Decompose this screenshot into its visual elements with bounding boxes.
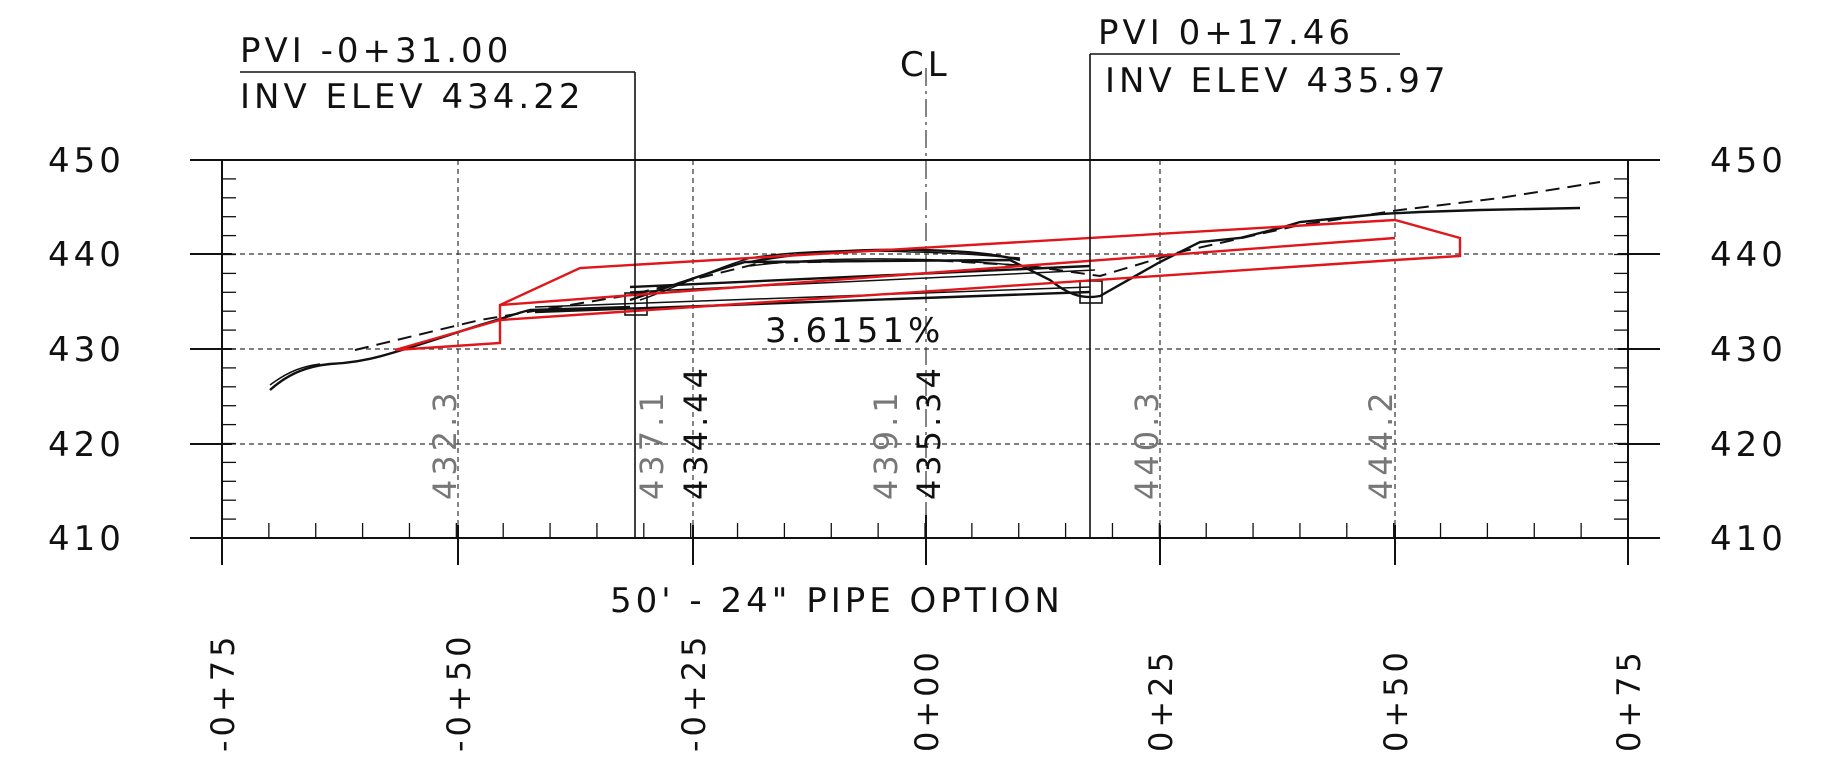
elevation-label: 430 — [1710, 330, 1787, 370]
elevation-label: 440 — [1710, 235, 1787, 275]
elevation-minor-ticks — [222, 178, 1628, 520]
existing-ground-line — [269, 305, 631, 391]
elevation-label: 450 — [1710, 141, 1787, 181]
pipe-invert-line — [534, 286, 1091, 308]
station-major-ticks — [457, 515, 1396, 565]
elevation-label: 450 — [48, 141, 125, 181]
proposed-label: 434.44 — [677, 364, 715, 500]
existing-ground-line — [639, 250, 1021, 301]
existing-ground-label: 444.2 — [1362, 388, 1400, 500]
elevation-label: 440 — [48, 235, 125, 275]
existing-ground-labels: 432.3 437.1 439.1 440.3 444.2 — [426, 388, 1400, 500]
existing-ground-label: 440.3 — [1128, 388, 1166, 500]
pvi-left-station: PVI -0+31.00 — [240, 31, 512, 71]
pvi-right-station: PVI 0+17.46 — [1098, 13, 1354, 53]
existing-ground-line — [629, 264, 1091, 289]
pipe-outline-line — [499, 236, 1396, 307]
pipe-outline-shape — [394, 218, 1462, 352]
profile-frame — [190, 159, 1660, 565]
elevation-labels-right: 450 440 430 420 410 — [1710, 141, 1787, 559]
existing-ground-label: 437.1 — [633, 388, 671, 500]
elevation-label: 420 — [1710, 425, 1787, 465]
centerline-label: CL — [900, 45, 951, 85]
drawing-title: 50' - 24" PIPE OPTION — [610, 581, 1064, 621]
station-label: -0+50 — [440, 633, 478, 752]
station-label: 0+75 — [1610, 648, 1648, 752]
proposed-grade-line — [354, 181, 1601, 351]
station-label: -0+25 — [675, 633, 713, 752]
station-grid — [457, 68, 1396, 538]
existing-ground-label: 432.3 — [426, 388, 464, 500]
proposed-label: 435.34 — [910, 364, 948, 500]
elevation-labels-left: 450 440 430 420 410 — [48, 141, 125, 559]
pvi-left-box — [624, 292, 648, 316]
pipe-invert-line — [534, 290, 1091, 314]
elevation-label: 430 — [48, 330, 125, 370]
station-label: -0+75 — [204, 633, 242, 752]
pvi-left-invert: INV ELEV 434.22 — [240, 77, 584, 117]
pvi-right-callout: PVI 0+17.46 INV ELEV 435.97 — [1089, 13, 1449, 538]
existing-ground-label: 439.1 — [867, 388, 905, 500]
pipe-outline — [394, 218, 1462, 352]
station-minor-ticks — [268, 523, 1582, 538]
slope-label: 3.6151% — [765, 311, 944, 351]
station-labels: -0+75 -0+50 -0+25 0+00 0+25 0+50 0+75 — [204, 633, 1648, 752]
proposed-labels: 434.44 435.34 — [677, 364, 948, 500]
station-label: 0+00 — [908, 648, 946, 752]
elevation-label: 410 — [48, 519, 125, 559]
station-label: 0+25 — [1142, 648, 1180, 752]
elevation-label: 410 — [1710, 519, 1787, 559]
pvi-right-invert: INV ELEV 435.97 — [1105, 61, 1449, 101]
station-label: 0+50 — [1377, 648, 1415, 752]
existing-ground-line — [269, 363, 321, 386]
elevation-label: 420 — [48, 425, 125, 465]
pvi-left-callout: PVI -0+31.00 INV ELEV 434.22 — [240, 31, 636, 538]
